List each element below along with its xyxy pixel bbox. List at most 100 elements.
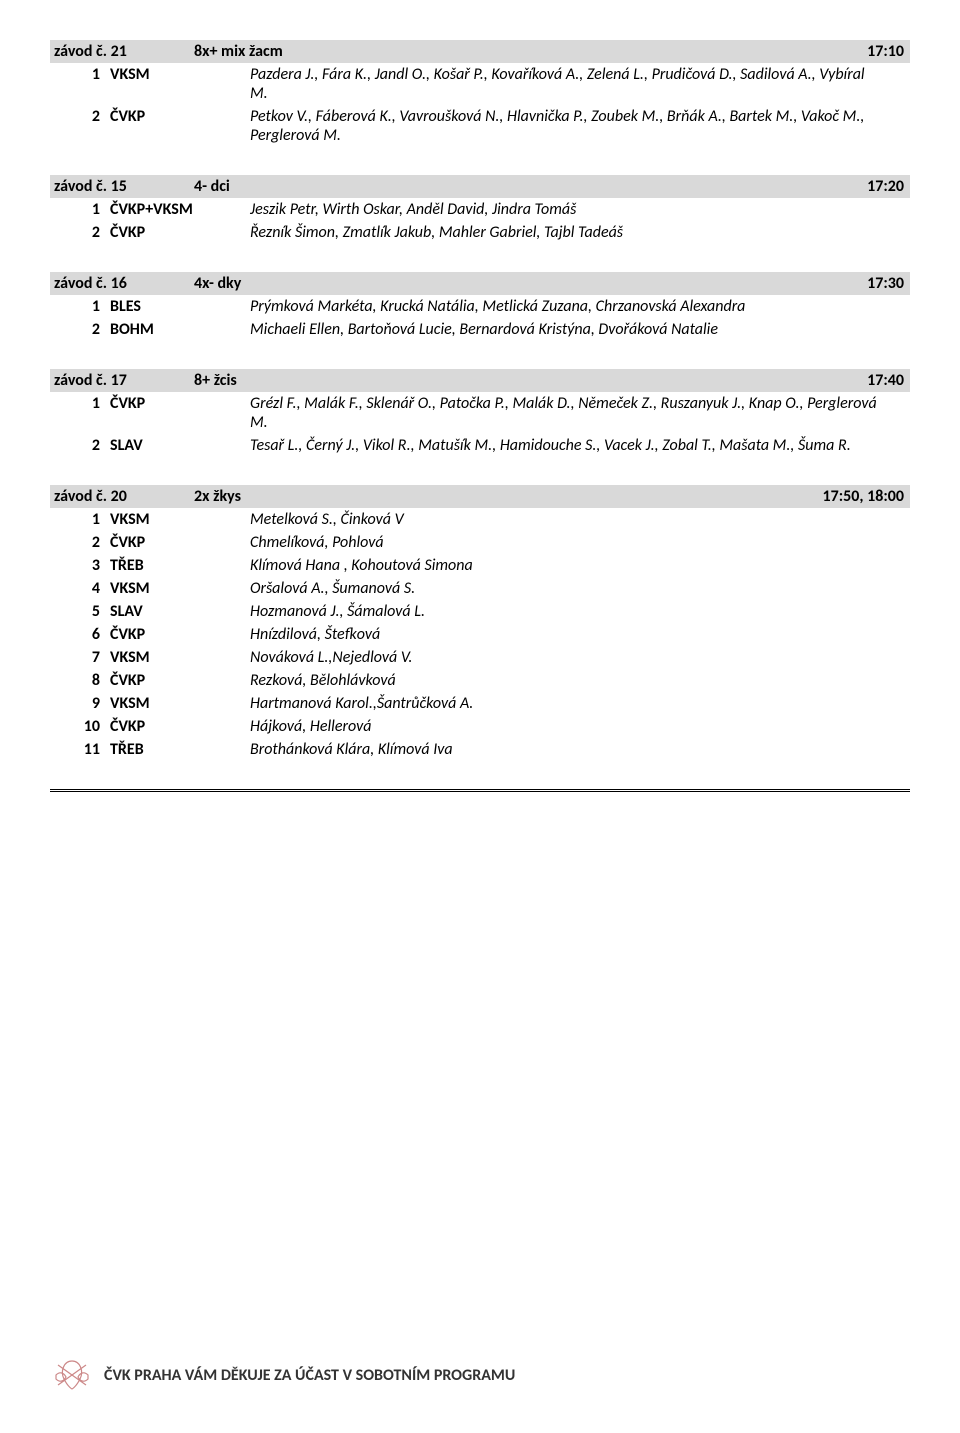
footer-text: ČVK PRAHA VÁM DĚKUJE ZA ÚČAST V SOBOTNÍM… [104,1366,515,1385]
race-block: závod č. 154- dci17:201ČVKP+VKSMJeszik P… [50,175,910,244]
entry-row: 10ČVKPHájková, Hellerová [50,715,910,738]
entry-row: 1ČVKP+VKSMJeszik Petr, Wirth Oskar, Andě… [50,198,910,221]
entry-crew: Chmelíková, Pohlová [250,533,910,552]
club-logo-icon [50,1357,94,1393]
entry-club: ČVKP [110,394,250,413]
race-number: závod č. 16 [50,274,194,293]
race-block: závod č. 202x žkys17:50, 18:001VKSMMetel… [50,485,910,761]
entry-club: VKSM [110,65,250,84]
race-block: závod č. 164x- dky17:301BLESPrýmková Mar… [50,272,910,341]
entry-crew: Oršalová A., Šumanová S. [250,579,910,598]
entry-row: 6ČVKPHnízdilová, Štefková [50,623,910,646]
race-header: závod č. 178+ žcis17:40 [50,369,910,392]
entry-crew: Hartmanová Karol.,Šantrůčková A. [250,694,910,713]
entry-lane: 1 [50,65,110,84]
entry-crew: Rezková, Bělohlávková [250,671,910,690]
entry-club: ČVKP [110,107,250,126]
entry-row: 5SLAVHozmanová J., Šámalová L. [50,600,910,623]
entry-club: ČVKP+VKSM [110,200,250,219]
entry-crew: Tesař L., Černý J., Vikol R., Matušík M.… [250,436,910,455]
entry-club: VKSM [110,579,250,598]
entry-crew: Hozmanová J., Šámalová L. [250,602,910,621]
entry-club: TŘEB [110,556,250,575]
entry-crew: Nováková L.,Nejedlová V. [250,648,910,667]
entry-lane: 11 [50,740,110,759]
entry-crew: Hnízdilová, Štefková [250,625,910,644]
race-event: 4- dci [194,177,774,196]
entry-club: ČVKP [110,625,250,644]
entry-club: SLAV [110,436,250,455]
race-number: závod č. 20 [50,487,194,506]
race-number: závod č. 15 [50,177,194,196]
entry-lane: 8 [50,671,110,690]
entry-club: BLES [110,297,250,316]
entry-lane: 2 [50,320,110,339]
entry-club: VKSM [110,648,250,667]
race-block: závod č. 218x+ mix žacm17:10 1VKSMPazdera… [50,40,910,147]
entry-club: ČVKP [110,223,250,242]
race-time: 17:40 [774,371,910,390]
separator-rule [50,789,910,792]
entry-row: 2ČVKPPetkov V., Fáberová K., Vavroušková… [50,105,910,147]
race-header: závod č. 154- dci17:20 [50,175,910,198]
entry-club: SLAV [110,602,250,621]
entry-club: VKSM [110,694,250,713]
entry-crew: Hájková, Hellerová [250,717,910,736]
entry-lane: 1 [50,200,110,219]
entry-lane: 10 [50,717,110,736]
entry-row: 1ČVKPGrézl F., Malák F., Sklenář O., Pat… [50,392,910,434]
entry-crew: Jeszik Petr, Wirth Oskar, Anděl David, J… [250,200,910,219]
entry-row: 2BOHMMichaeli Ellen, Bartoňová Lucie, Be… [50,318,910,341]
race-header: závod č. 202x žkys17:50, 18:00 [50,485,910,508]
race-header: závod č. 164x- dky17:30 [50,272,910,295]
entry-row: 2ČVKPŘezník Šimon, Zmatlík Jakub, Mahler… [50,221,910,244]
race-number: závod č. 17 [50,371,194,390]
race-number: závod č. 21 [50,42,194,61]
race-event: 8+ žcis [194,371,774,390]
entry-crew: Petkov V., Fáberová K., Vavroušková N., … [250,107,910,145]
race-event: 8x+ mix žacm [194,42,774,61]
entry-lane: 1 [50,297,110,316]
entry-lane: 1 [50,510,110,529]
race-event: 2x žkys [194,487,774,506]
entry-club: ČVKP [110,717,250,736]
race-time: 17:30 [774,274,910,293]
entry-crew: Grézl F., Malák F., Sklenář O., Patočka … [250,394,910,432]
entry-lane: 2 [50,436,110,455]
race-time: 17:50, 18:00 [774,487,910,506]
entry-row: 2ČVKPChmelíková, Pohlová [50,531,910,554]
entry-lane: 5 [50,602,110,621]
entry-club: TŘEB [110,740,250,759]
entry-crew: Michaeli Ellen, Bartoňová Lucie, Bernard… [250,320,910,339]
entry-club: ČVKP [110,533,250,552]
entry-lane: 7 [50,648,110,667]
race-time: 17:20 [774,177,910,196]
entry-crew: Metelková S., Činková V [250,510,910,529]
entry-club: ČVKP [110,671,250,690]
entry-row: 8ČVKPRezková, Bělohlávková [50,669,910,692]
entry-club: BOHM [110,320,250,339]
entry-row: 9VKSMHartmanová Karol.,Šantrůčková A. [50,692,910,715]
footer: ČVK PRAHA VÁM DĚKUJE ZA ÚČAST V SOBOTNÍM… [50,1357,515,1393]
entry-row: 1BLESPrýmková Markéta, Krucká Natália, M… [50,295,910,318]
entry-crew: Řezník Šimon, Zmatlík Jakub, Mahler Gabr… [250,223,910,242]
race-time: 17:10 [774,42,910,61]
entry-lane: 2 [50,533,110,552]
entry-row: 7VKSMNováková L.,Nejedlová V. [50,646,910,669]
entry-row: 3TŘEBKlímová Hana , Kohoutová Simona [50,554,910,577]
race-event: 4x- dky [194,274,774,293]
entry-row: 1VKSMMetelková S., Činková V [50,508,910,531]
entry-lane: 4 [50,579,110,598]
entry-row: 2SLAVTesař L., Černý J., Vikol R., Matuš… [50,434,910,457]
entry-crew: Prýmková Markéta, Krucká Natália, Metlic… [250,297,910,316]
entry-crew: Brothánková Klára, Klímová Iva [250,740,910,759]
entry-row: 11TŘEBBrothánková Klára, Klímová Iva [50,738,910,761]
entry-crew: Pazdera J., Fára K., Jandl O., Košař P.,… [250,65,910,103]
race-header: závod č. 218x+ mix žacm17:10 [50,40,910,63]
entry-lane: 1 [50,394,110,413]
entry-club: VKSM [110,510,250,529]
entry-lane: 9 [50,694,110,713]
entry-lane: 2 [50,223,110,242]
entry-lane: 6 [50,625,110,644]
entry-crew: Klímová Hana , Kohoutová Simona [250,556,910,575]
